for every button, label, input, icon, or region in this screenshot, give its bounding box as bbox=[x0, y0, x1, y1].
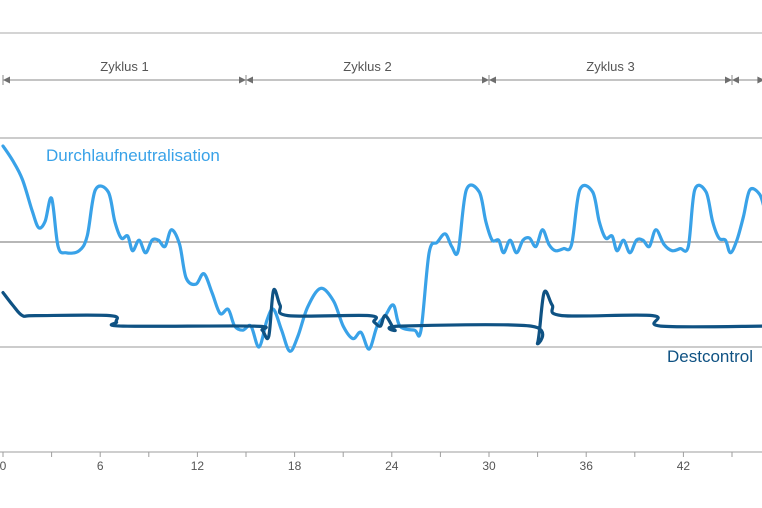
cycle-annotations: Zyklus 1 Zyklus 2 Zyklus 3 bbox=[2, 59, 762, 85]
x-tick-label: 12 bbox=[191, 459, 205, 473]
x-tick-label: 30 bbox=[482, 459, 496, 473]
cycle-label: Zyklus 2 bbox=[343, 59, 391, 74]
series-label-durchlaufneutralisation: Durchlaufneutralisation bbox=[46, 146, 220, 165]
arrow-head-left-icon bbox=[489, 76, 496, 84]
arrow-head-right-icon bbox=[725, 76, 732, 84]
cycle-label: Zyklus 3 bbox=[586, 59, 634, 74]
series-label-destcontrol: Destcontrol bbox=[667, 347, 753, 366]
x-tick-label: 0 bbox=[0, 459, 7, 473]
cycle-label: Zyklus 1 bbox=[100, 59, 148, 74]
cycle-2: Zyklus 2 bbox=[245, 59, 489, 85]
arrow-head-right-icon bbox=[757, 76, 762, 84]
x-tick-label: 18 bbox=[288, 459, 302, 473]
series-line-durchlaufneutralisation bbox=[1, 144, 762, 353]
arrow-head-right-icon bbox=[482, 76, 489, 84]
arrow-head-left-icon bbox=[246, 76, 253, 84]
x-tick-label: 36 bbox=[580, 459, 594, 473]
x-tick-label: 42 bbox=[677, 459, 691, 473]
cycle-1: Zyklus 1 bbox=[2, 59, 246, 85]
series-lines bbox=[1, 144, 762, 353]
arrow-head-left-icon bbox=[3, 76, 10, 84]
series-line-destcontrol bbox=[1, 287, 762, 346]
cycle-3: Zyklus 3 bbox=[488, 59, 732, 85]
cycle-4 bbox=[731, 75, 762, 85]
arrow-head-right-icon bbox=[239, 76, 246, 84]
x-tick-label: 24 bbox=[385, 459, 399, 473]
arrow-head-left-icon bbox=[732, 76, 739, 84]
x-axis-ticks: 0 6 12 18 24 30 36 42 bbox=[0, 452, 733, 473]
x-tick-label: 6 bbox=[97, 459, 104, 473]
